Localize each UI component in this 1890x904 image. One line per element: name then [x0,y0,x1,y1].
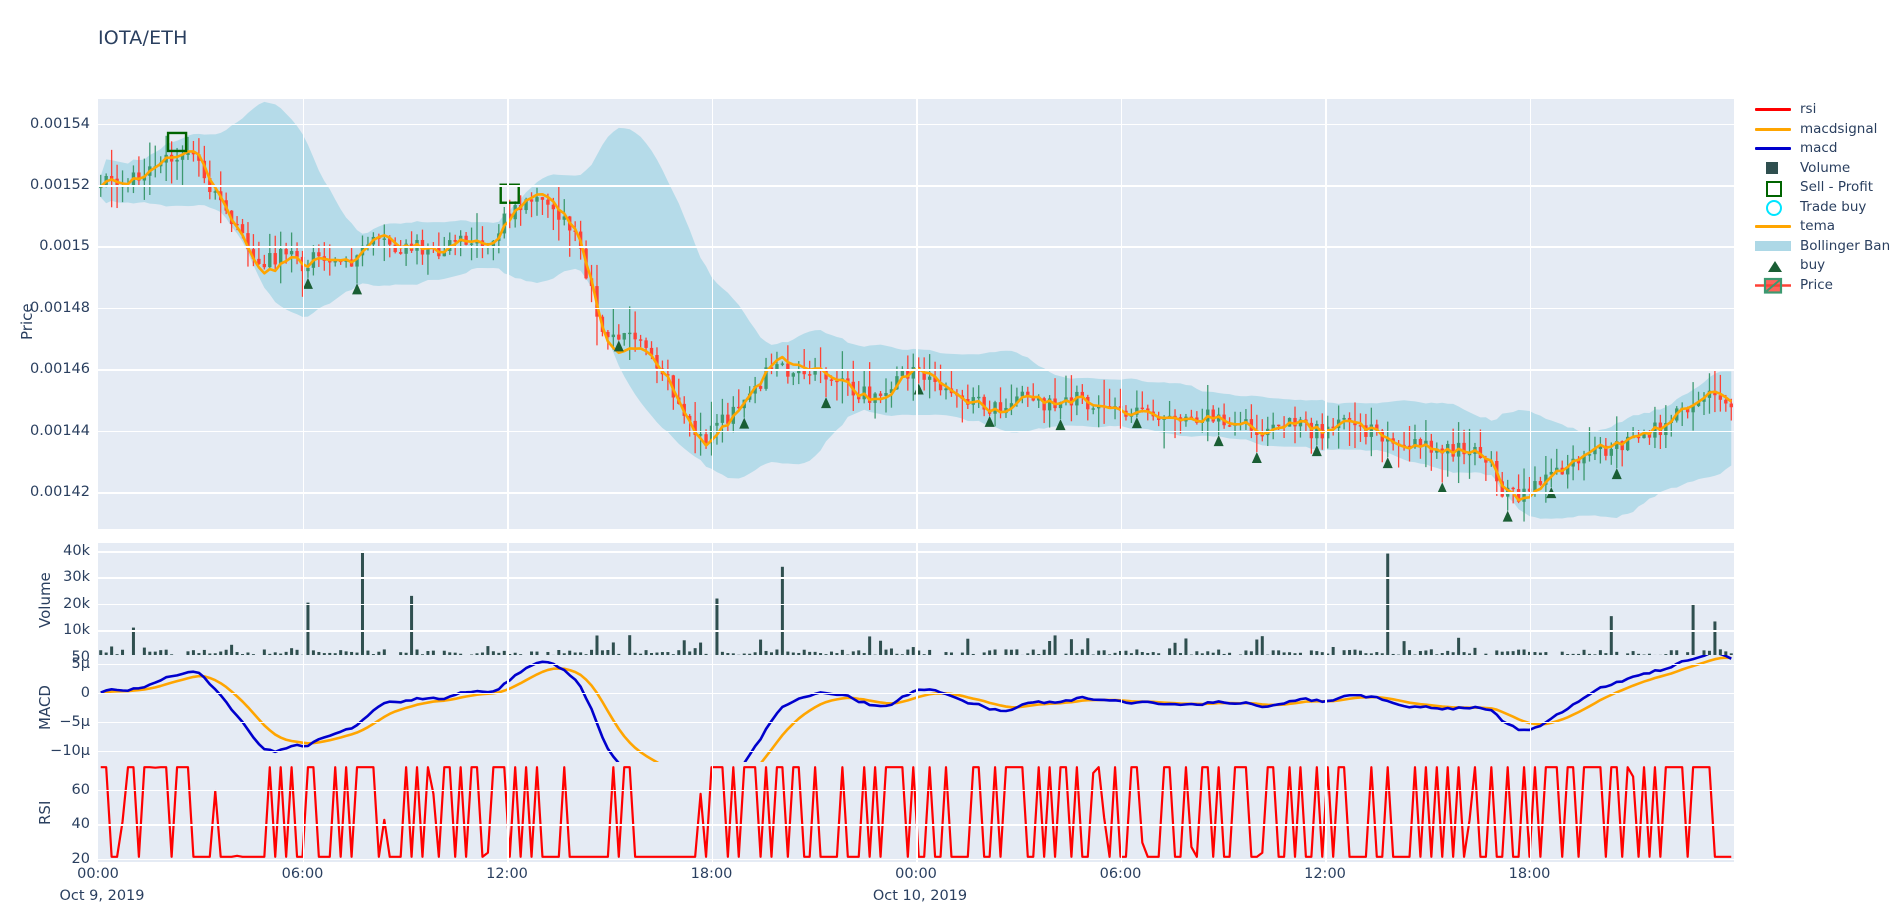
x-tick-date-label: Oct 9, 2019 [59,888,145,904]
legend-item-label: Bollinger Band [1800,237,1890,254]
legend-item[interactable]: rsi [1752,100,1888,120]
open-square-icon [1752,178,1794,197]
y-tick-label: 0.00144 [30,422,90,439]
grid-line-vertical [916,762,918,862]
sell-profit-markers[interactable] [166,131,520,204]
grid-line-vertical [302,543,305,658]
x-tick-label: 00:00 [895,866,937,882]
grid-line-vertical [1325,762,1327,862]
price-plot [99,101,1733,522]
grid-line-vertical [302,655,305,765]
rsi-panel[interactable] [98,762,1734,862]
x-tick-label: 18:00 [1508,866,1551,882]
triangle-up-icon [1752,256,1794,275]
y-tick-label: 0.00154 [30,115,90,132]
y-tick-label: 0.00148 [30,299,90,316]
grid-line-vertical [507,543,509,658]
grid-line-vertical [711,762,714,862]
legend-item-label: rsi [1800,101,1817,117]
y-tick-label: 30k [63,569,90,586]
volume-panel[interactable] [98,543,1734,658]
y-tick-label: 20k [63,595,90,612]
x-tick-label: 12:00 [1304,866,1346,882]
price-panel[interactable] [98,99,1734,529]
y-tick-label: −5µ [59,713,90,730]
legend-item-label: macdsignal [1800,120,1878,137]
legend[interactable]: rsi macdsignal macd Volume Sell - Profit Trad… [1752,100,1890,296]
candlestick-icon [1752,276,1794,295]
y-tick-label: 0.0015 [39,238,90,255]
y-tick-label: 60 [71,781,90,798]
x-tick-date-label: Oct 10, 2019 [872,888,968,904]
legend-item-label: tema [1800,218,1836,234]
legend-item[interactable]: macdsignal [1752,120,1888,140]
grid-line-vertical [1529,99,1532,529]
y-tick-label: 0.00152 [30,177,90,193]
y-tick-label: 5µ [71,655,90,672]
y-tick-label: 0 [80,684,90,701]
grid-line-vertical [916,99,918,529]
legend-item[interactable]: tema [1752,217,1888,237]
grid-line-vertical [916,655,918,765]
legend-item-label: Sell - Profit [1800,179,1874,195]
grid-line-vertical [507,762,509,862]
grid-line-vertical [1120,762,1123,862]
grid-line-vertical [1120,543,1123,658]
grid-line-vertical [507,99,509,529]
y-tick-label: −10µ [50,742,90,759]
grid-line-vertical [302,99,305,529]
y-tick-label: 50 [71,648,90,665]
legend-item[interactable]: Sell - Profit [1752,178,1888,198]
legend-item[interactable]: Price [1752,276,1888,296]
legend-item-label: buy [1800,257,1826,273]
legend-item-label: macd [1800,140,1838,156]
buy-markers[interactable] [302,277,1622,522]
legend-item[interactable]: Trade buy [1752,198,1888,218]
grid-line-vertical [1529,762,1532,862]
y-tick-label: 0.00146 [30,361,90,378]
grid-line-vertical [1120,655,1123,765]
line-icon [1752,120,1794,139]
grid-line-vertical [711,99,714,529]
grid-line-vertical [1325,99,1327,529]
legend-item[interactable]: Bollinger Band [1752,237,1890,257]
x-tick-label: 18:00 [690,866,733,882]
grid-line-vertical [1325,655,1327,765]
legend-item[interactable]: buy [1752,256,1888,276]
y-tick-label: 0.00142 [30,484,90,501]
grid-line-vertical [711,655,714,765]
legend-item[interactable]: Volume [1752,159,1888,179]
band-icon [1752,237,1794,256]
x-tick-label: 00:00 [77,866,119,882]
y-tick-label: 20 [71,850,90,867]
legend-item-label: Volume [1800,159,1851,176]
grid-line-vertical [507,655,509,765]
legend-item-label: Price [1800,276,1833,293]
x-tick-label: 06:00 [281,866,324,882]
page-title: IOTA/ETH [98,27,188,49]
y-tick-label: 10k [63,622,90,639]
filled-square-icon [1752,159,1794,178]
x-tick-label: 06:00 [1099,866,1142,882]
line-icon [1752,139,1794,158]
grid-line-vertical [1529,543,1532,658]
y-tick-label: 40k [63,542,90,559]
grid-line-vertical [302,762,305,862]
line-icon [1752,100,1794,119]
legend-item[interactable]: macd [1752,139,1888,159]
grid-line-vertical [1325,543,1327,658]
line-icon [1752,217,1794,236]
grid-line-vertical [711,543,714,658]
grid-line-vertical [1529,655,1532,765]
x-tick-label: 12:00 [486,866,528,882]
grid-line-vertical [1120,99,1123,529]
bollinger-band [100,101,1732,519]
open-circle-icon [1752,198,1794,217]
grid-line-vertical [916,543,918,658]
y-tick-label: 40 [71,816,90,833]
macd-panel[interactable] [98,655,1734,765]
legend-item-label: Trade buy [1800,198,1867,215]
